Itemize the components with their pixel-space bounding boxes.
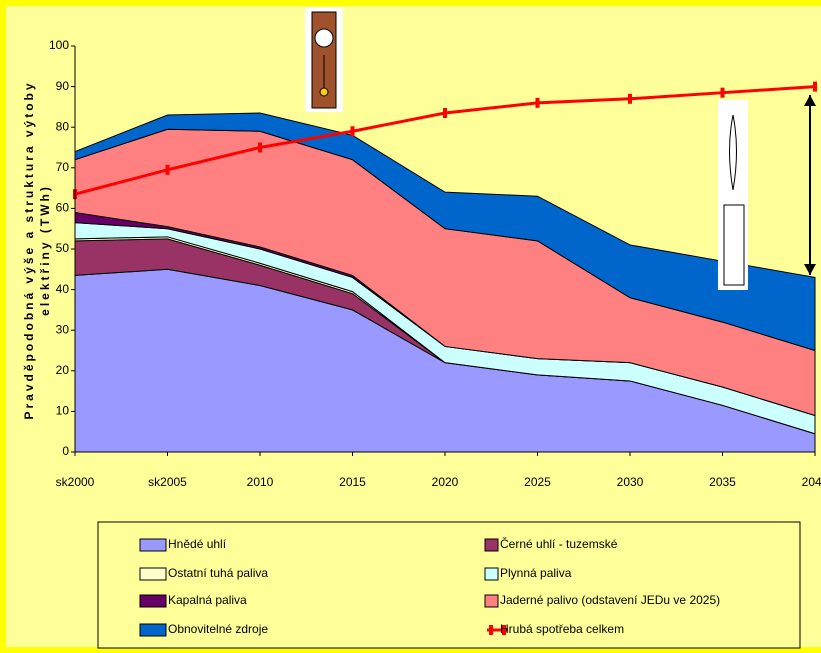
line-marker (351, 126, 355, 136)
legend-swatch (140, 624, 166, 636)
x-tick-label: 2030 (617, 475, 644, 489)
legend-label: Obnovitelné zdroje (168, 622, 268, 636)
legend-swatch (140, 595, 166, 607)
x-tick-label: 2040 (802, 475, 821, 489)
chart: Pravděpodobná výše a struktura výtoby el… (0, 0, 821, 653)
y-tick-label: 0 (62, 444, 69, 458)
y-tick-label: 90 (56, 79, 70, 93)
y-tick-label: 60 (56, 201, 70, 215)
line-marker (628, 94, 632, 104)
x-tick-label: sk2005 (148, 475, 187, 489)
y-axis-label: elektřiny (TWh) (38, 184, 52, 316)
legend-label: Ostatní tuhá paliva (168, 566, 268, 580)
clock-icon (305, 8, 343, 112)
x-tick-label: sk2000 (56, 475, 95, 489)
line-marker (536, 98, 540, 108)
legend-label: Hrubá spotřeba celkem (500, 622, 624, 636)
x-tick-label: 2020 (432, 475, 459, 489)
legend-swatch (140, 539, 166, 551)
line-marker (721, 88, 725, 98)
y-tick-label: 40 (56, 282, 70, 296)
line-marker (813, 82, 817, 92)
legend-label: Jaderné palivo (odstavení JEDu ve 2025) (500, 593, 720, 607)
y-tick-label: 30 (56, 322, 70, 336)
candle-icon (718, 100, 748, 290)
legend-swatch (485, 595, 498, 607)
y-tick-label: 10 (56, 404, 70, 418)
legend-swatch (485, 539, 498, 551)
legend-swatch (140, 568, 166, 580)
y-tick-label: 80 (56, 119, 70, 133)
legend-swatch (485, 568, 498, 580)
y-tick-label: 20 (56, 363, 70, 377)
x-tick-label: 2025 (524, 475, 551, 489)
line-marker (166, 165, 170, 175)
legend-label: Kapalná paliva (168, 593, 247, 607)
x-tick-label: 2010 (247, 475, 274, 489)
legend-label: Plynná paliva (500, 566, 572, 580)
line-marker (443, 108, 447, 118)
legend-label: Hnědé uhlí (168, 537, 227, 551)
legend-swatch (489, 625, 493, 635)
y-tick-label: 50 (56, 241, 70, 255)
y-tick-label: 70 (56, 160, 70, 174)
legend-label: Černé uhlí - tuzemské (500, 536, 618, 551)
y-axis-label: Pravděpodobná výše a struktura výtoby (22, 80, 36, 419)
x-tick-label: 2015 (339, 475, 366, 489)
x-tick-label: 2035 (709, 475, 736, 489)
y-tick-label: 100 (49, 38, 69, 52)
line-marker (258, 143, 262, 153)
